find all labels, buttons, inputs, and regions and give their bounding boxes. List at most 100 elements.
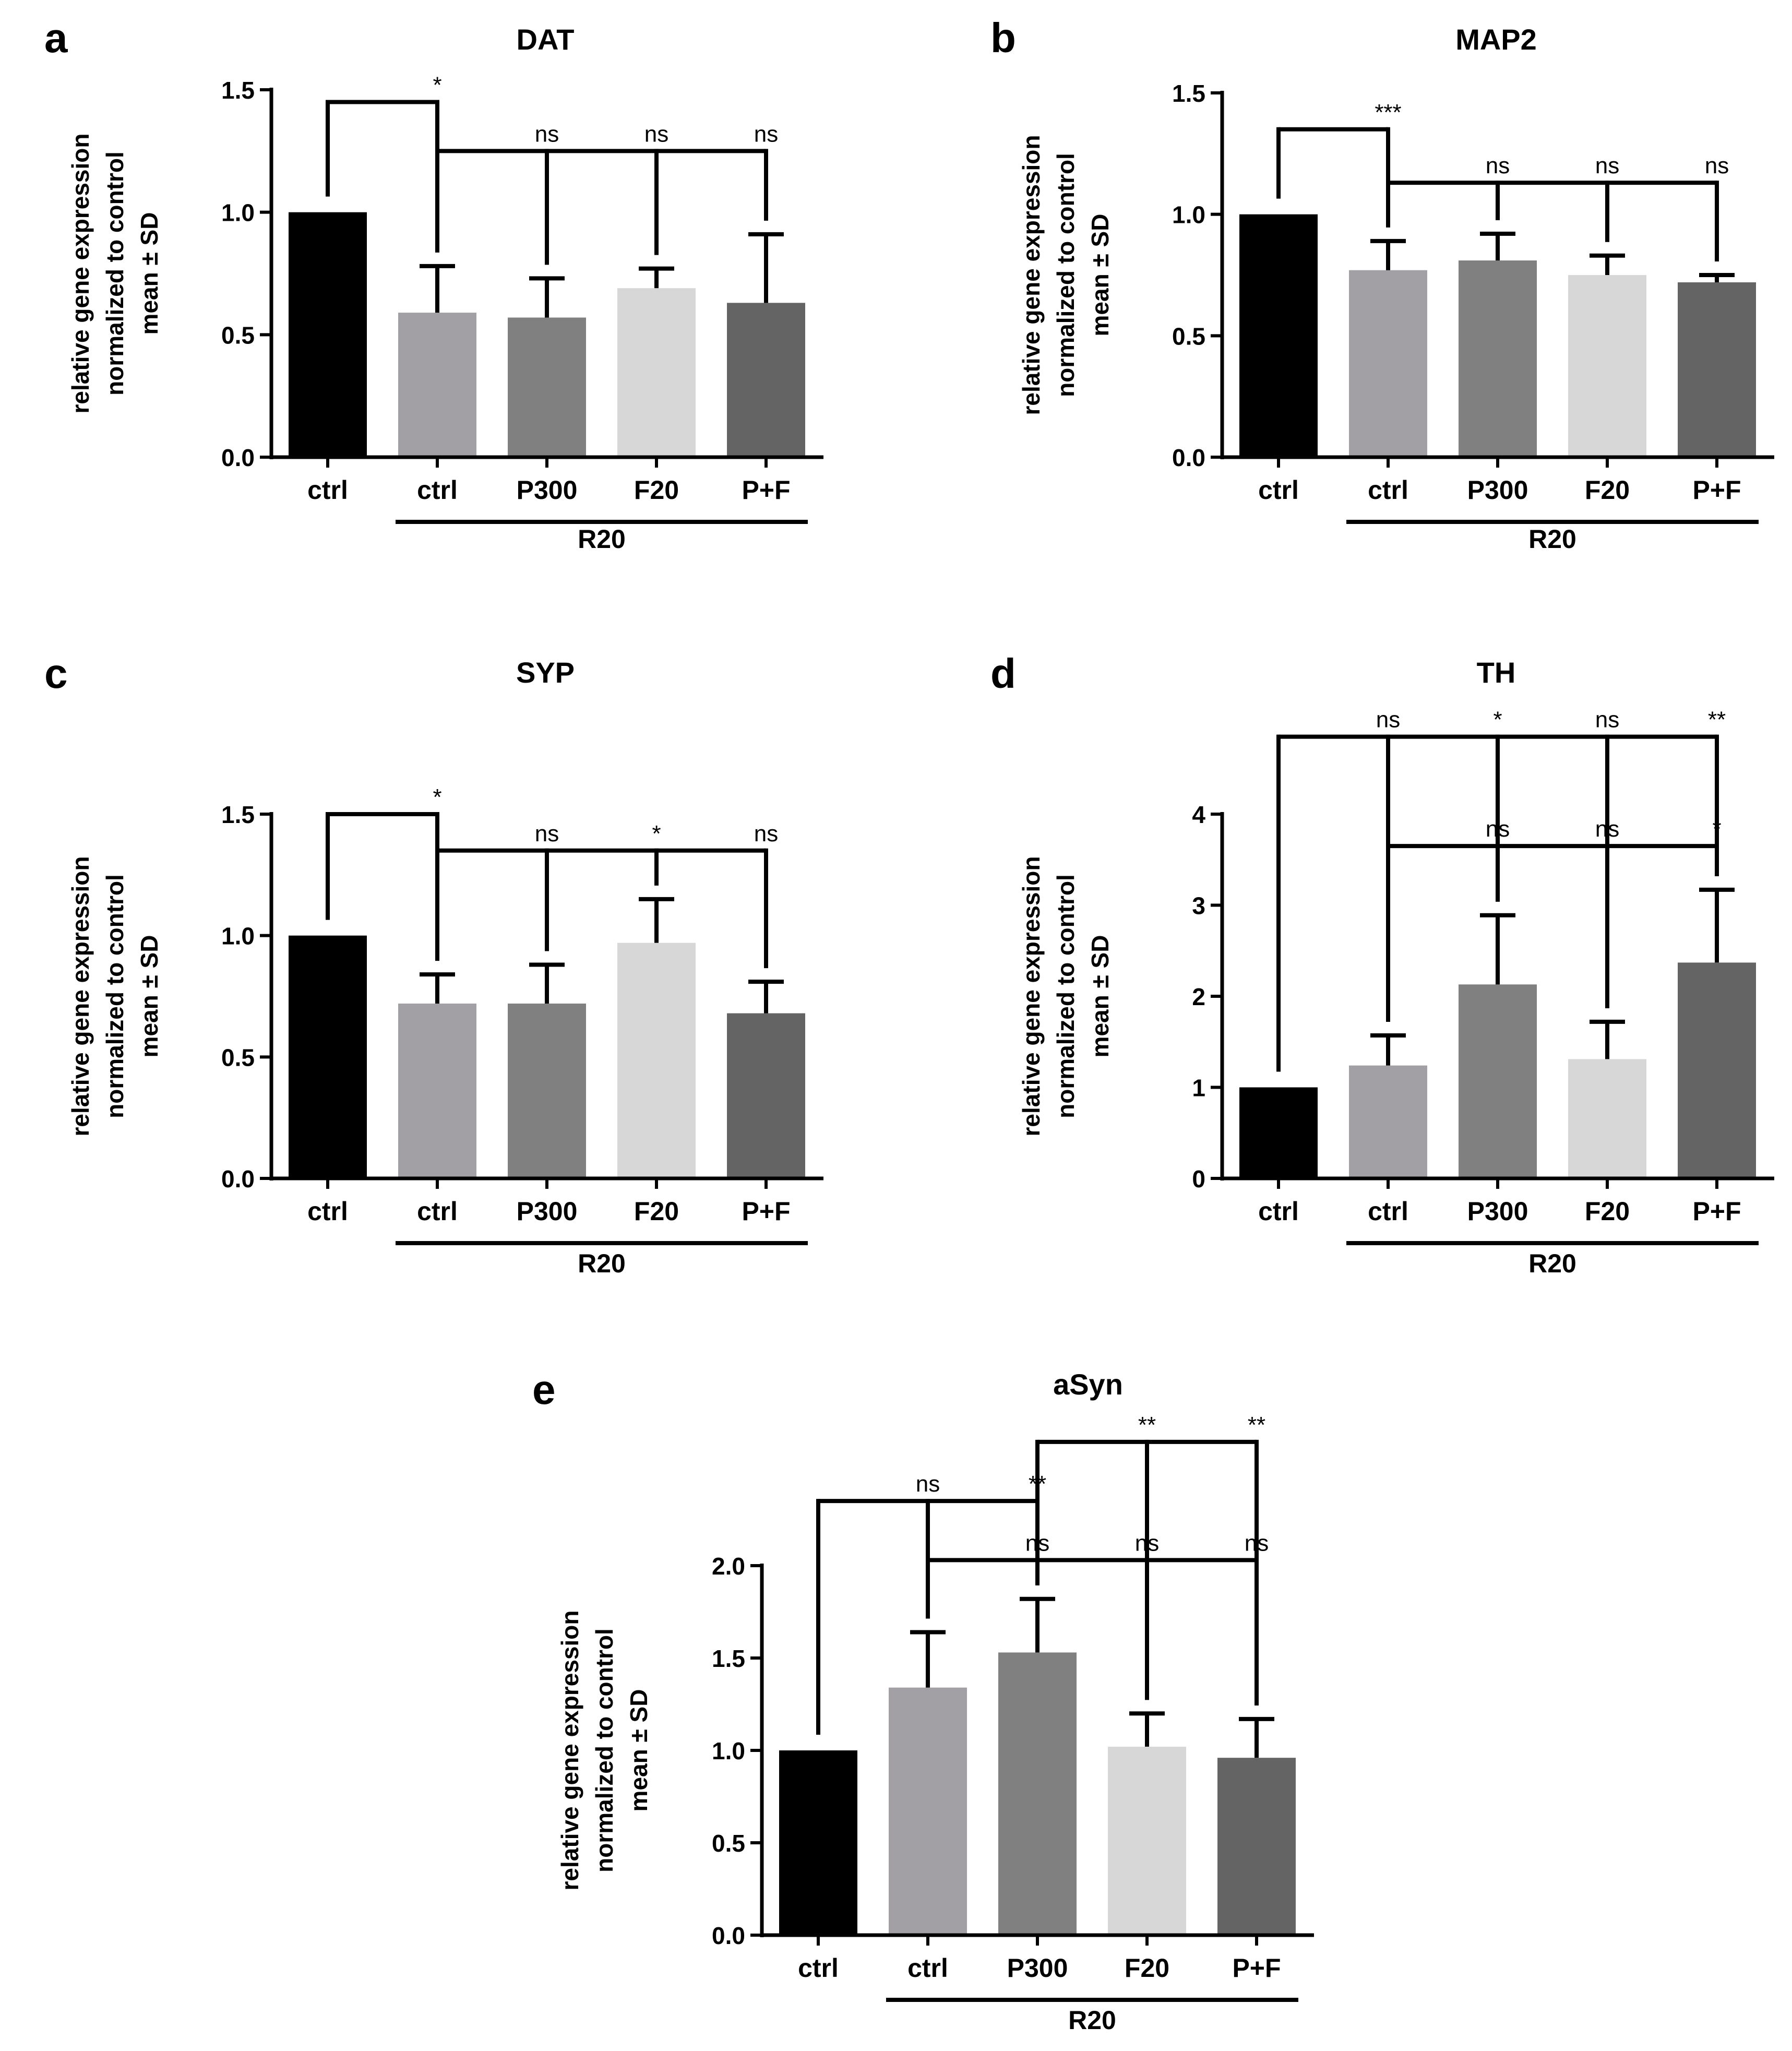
y-axis-label-line: normalized to control (101, 151, 128, 396)
bar-3 (1108, 1746, 1186, 1935)
bar-0 (289, 212, 367, 457)
y-tick-label: 1.5 (221, 77, 255, 104)
x-tick-label: ctrl (1368, 1197, 1408, 1226)
significance-label: ** (1708, 707, 1726, 733)
bar-1 (398, 1003, 476, 1178)
bar-3 (617, 288, 696, 457)
y-tick-label: 0 (1192, 1165, 1205, 1193)
significance-label: ns (1376, 707, 1400, 733)
y-tick-label: 0.0 (1172, 444, 1205, 471)
group-label: R20 (1068, 2006, 1116, 2035)
x-tick-label: ctrl (417, 1197, 458, 1226)
chart-title: TH (1477, 656, 1516, 689)
y-axis-label-line: mean ± SD (1086, 935, 1114, 1058)
chart-title: SYP (516, 656, 575, 689)
bar-2 (998, 1652, 1077, 1935)
bar-2 (1459, 260, 1537, 457)
x-tick-label: P+F (742, 1197, 790, 1226)
x-tick-label: F20 (634, 475, 679, 505)
y-tick-label: 1.0 (221, 923, 255, 950)
significance-label: ns (1705, 153, 1729, 178)
y-tick-label: 2.0 (712, 1553, 745, 1580)
chart-title: DAT (517, 23, 575, 56)
significance-label: ns (1595, 707, 1619, 733)
y-tick-label: 1.0 (1172, 201, 1205, 229)
significance-label: ns (1025, 1530, 1049, 1556)
significance-label: ns (754, 821, 778, 846)
panel-letter: c (44, 650, 68, 697)
y-tick-label: 0.5 (221, 321, 255, 349)
significance-label: ** (1029, 1471, 1046, 1497)
chart-panel-d: d TH relative gene expression normalized to… (990, 650, 1774, 1278)
group-label: R20 (1528, 524, 1576, 554)
bar-3 (1568, 275, 1646, 457)
x-tick-label: ctrl (907, 1953, 948, 1983)
group-label: R20 (1528, 1249, 1576, 1278)
significance-label: ns (1486, 153, 1510, 178)
chart-panel-a: a DAT relative gene expression normalized t… (44, 15, 823, 554)
x-tick-label: ctrl (798, 1953, 839, 1983)
bar-3 (617, 943, 696, 1178)
x-tick-label: F20 (1585, 475, 1630, 505)
y-tick-label: 1.5 (221, 801, 255, 828)
y-axis-label-line: normalized to control (1052, 874, 1079, 1118)
bar-0 (289, 935, 367, 1178)
bar-2 (1459, 984, 1537, 1178)
significance-label: ns (1595, 816, 1619, 842)
bar-0 (1239, 1087, 1318, 1178)
y-axis-label-line: relative gene expression (67, 134, 94, 414)
y-tick-label: 4 (1192, 801, 1205, 828)
panel-letter: b (990, 15, 1016, 61)
x-tick-label: P300 (1467, 1197, 1528, 1226)
x-tick-label: P+F (742, 475, 790, 505)
x-tick-label: ctrl (307, 1197, 348, 1226)
significance-label: ** (1248, 1412, 1265, 1438)
chart-panel-b: b MAP2 relative gene expression normalized … (990, 15, 1774, 554)
y-axis-label-line: normalized to control (101, 874, 128, 1118)
y-axis-label-line: mean ± SD (136, 935, 163, 1058)
y-axis-label-line: normalized to control (591, 1628, 618, 1873)
y-axis-label-line: relative gene expression (556, 1611, 583, 1891)
significance-label: ns (754, 121, 778, 147)
x-tick-label: P300 (1007, 1953, 1068, 1983)
y-tick-label: 0.0 (221, 444, 255, 471)
significance-label: * (1493, 707, 1502, 733)
y-tick-label: 2 (1192, 983, 1205, 1010)
x-tick-label: F20 (634, 1197, 679, 1226)
bar-2 (508, 317, 586, 457)
significance-label: * (1712, 816, 1721, 842)
x-tick-label: P+F (1232, 1953, 1281, 1983)
y-tick-label: 0.0 (221, 1165, 255, 1193)
y-tick-label: 1.5 (712, 1645, 745, 1672)
group-label: R20 (578, 1249, 626, 1278)
x-tick-label: P+F (1692, 1197, 1741, 1226)
chart-title: MAP2 (1455, 23, 1537, 56)
significance-label: ns (644, 121, 668, 147)
bar-0 (1239, 214, 1318, 457)
chart-panel-c: c SYP relative gene expression normalized t… (44, 650, 823, 1278)
panel-letter: e (532, 1366, 556, 1413)
chart-title: aSyn (1053, 1368, 1123, 1401)
x-tick-label: F20 (1125, 1953, 1169, 1983)
significance-label: ns (1595, 153, 1619, 178)
x-tick-label: P300 (517, 1197, 578, 1226)
y-tick-label: 0.0 (712, 1922, 745, 1949)
chart-panel-e: e aSyn relative gene expression normalized … (532, 1366, 1314, 2035)
y-axis-label-line: mean ± SD (136, 212, 163, 335)
bar-1 (1349, 1065, 1427, 1178)
bar-4 (1678, 962, 1756, 1178)
significance-label: ns (1486, 816, 1510, 842)
y-axis-label-line: mean ± SD (625, 1689, 652, 1812)
bar-0 (779, 1750, 857, 1935)
x-tick-label: ctrl (307, 475, 348, 505)
bar-2 (508, 1003, 586, 1178)
y-tick-label: 1.5 (1172, 80, 1205, 107)
x-tick-label: P300 (1467, 475, 1528, 505)
significance-label: ** (1138, 1412, 1156, 1438)
x-tick-label: ctrl (417, 475, 458, 505)
x-tick-label: ctrl (1258, 1197, 1299, 1226)
significance-label: ns (916, 1471, 940, 1497)
significance-label: *** (1375, 100, 1401, 125)
y-tick-label: 3 (1192, 892, 1205, 920)
significance-label: * (433, 72, 441, 98)
